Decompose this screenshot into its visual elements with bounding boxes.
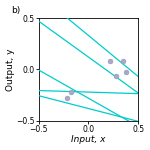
X-axis label: Input, x: Input, x: [71, 135, 106, 144]
Point: [122, 60, 125, 62]
Point: [115, 74, 118, 77]
Point: [69, 91, 72, 93]
Y-axis label: Output, y: Output, y: [6, 48, 15, 91]
Text: b): b): [11, 6, 20, 15]
Point: [109, 60, 112, 62]
Point: [65, 97, 68, 99]
Point: [125, 70, 128, 73]
